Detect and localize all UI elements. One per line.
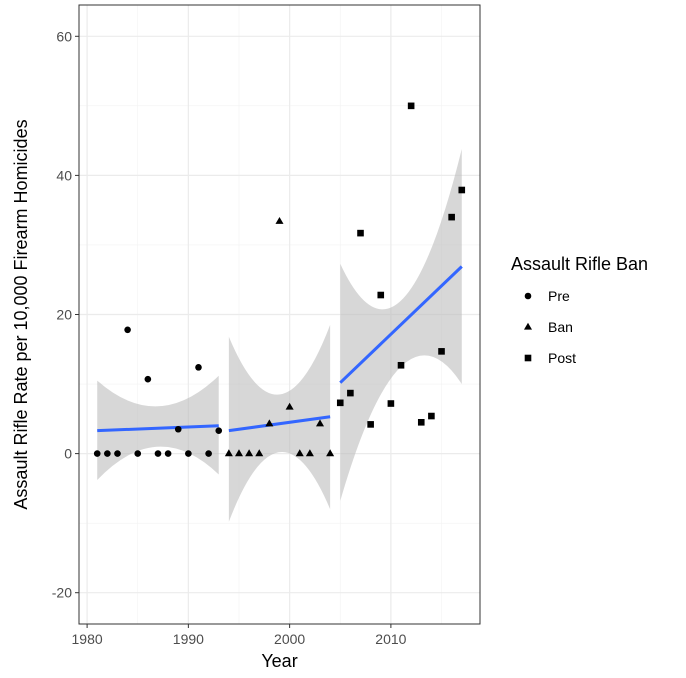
legend-items: Pre Ban Post [523, 288, 576, 366]
point-post [417, 419, 425, 426]
point-ban [285, 402, 294, 410]
point-pre [124, 326, 131, 334]
fit-line-post [339, 265, 463, 384]
point-pre [185, 450, 192, 457]
point-ban [315, 419, 325, 427]
point-ban [305, 449, 314, 457]
y-tick-label: -20 [52, 585, 72, 601]
x-axis-ticks: 1980 1990 2000 2010 [72, 624, 407, 647]
point-ban [265, 419, 274, 427]
legend-label-ban: Ban [548, 319, 573, 335]
point-ban [326, 449, 335, 457]
point-pre [164, 450, 172, 457]
point-ban [255, 449, 264, 457]
point-pre [93, 450, 101, 457]
point-pre [174, 425, 182, 433]
point-pre [134, 450, 142, 457]
grid-major [79, 5, 480, 624]
point-ban [275, 217, 284, 224]
point-post [387, 400, 395, 407]
legend-key-post [524, 354, 532, 362]
y-tick-label: 0 [64, 446, 72, 462]
point-post [438, 348, 445, 355]
point-pre [104, 450, 111, 457]
legend-item-pre: Pre [524, 288, 570, 304]
legend-key-ban [523, 322, 533, 330]
y-axis-title: Assault Rifle Rate per 10,000 Firearm Ho… [11, 119, 31, 509]
x-tick-label: 2010 [375, 631, 406, 647]
point-post [458, 186, 466, 194]
point-ban [224, 449, 233, 457]
point-post [336, 399, 344, 407]
legend-label-post: Post [548, 350, 576, 366]
point-post [428, 412, 435, 420]
y-axis-ticks: -20 0 20 40 60 [52, 28, 79, 601]
legend: Assault Rifle Ban Pre Ban Post [511, 254, 648, 366]
point-pre [144, 375, 152, 383]
x-axis-title: Year [261, 651, 297, 671]
point-ban [234, 449, 244, 457]
point-pre [114, 450, 121, 457]
y-tick-label: 60 [56, 28, 72, 44]
fit-line-pre [97, 424, 219, 433]
point-post [347, 389, 354, 397]
point-ban [245, 449, 254, 457]
x-tick-label: 1990 [173, 631, 204, 647]
x-tick-label: 2000 [274, 631, 305, 647]
point-pre [154, 450, 162, 457]
fit-line-ban [228, 415, 331, 433]
point-post [357, 229, 364, 237]
point-post [367, 421, 374, 428]
point-post [448, 213, 455, 221]
legend-title: Assault Rifle Ban [511, 254, 648, 274]
point-post [407, 102, 415, 110]
legend-key-pre [524, 292, 532, 300]
y-tick-label: 40 [56, 167, 72, 183]
point-post [397, 361, 405, 369]
point-pre [215, 427, 223, 434]
legend-item-post: Post [524, 350, 576, 366]
fit-lines [97, 265, 463, 433]
legend-item-ban: Ban [523, 319, 573, 335]
point-ban [295, 449, 304, 457]
data-points [93, 102, 466, 457]
legend-label-pre: Pre [548, 288, 570, 304]
point-post [377, 291, 385, 299]
x-tick-label: 1980 [72, 631, 103, 647]
point-pre [195, 364, 202, 371]
point-pre [205, 450, 212, 457]
y-tick-label: 20 [56, 307, 72, 323]
